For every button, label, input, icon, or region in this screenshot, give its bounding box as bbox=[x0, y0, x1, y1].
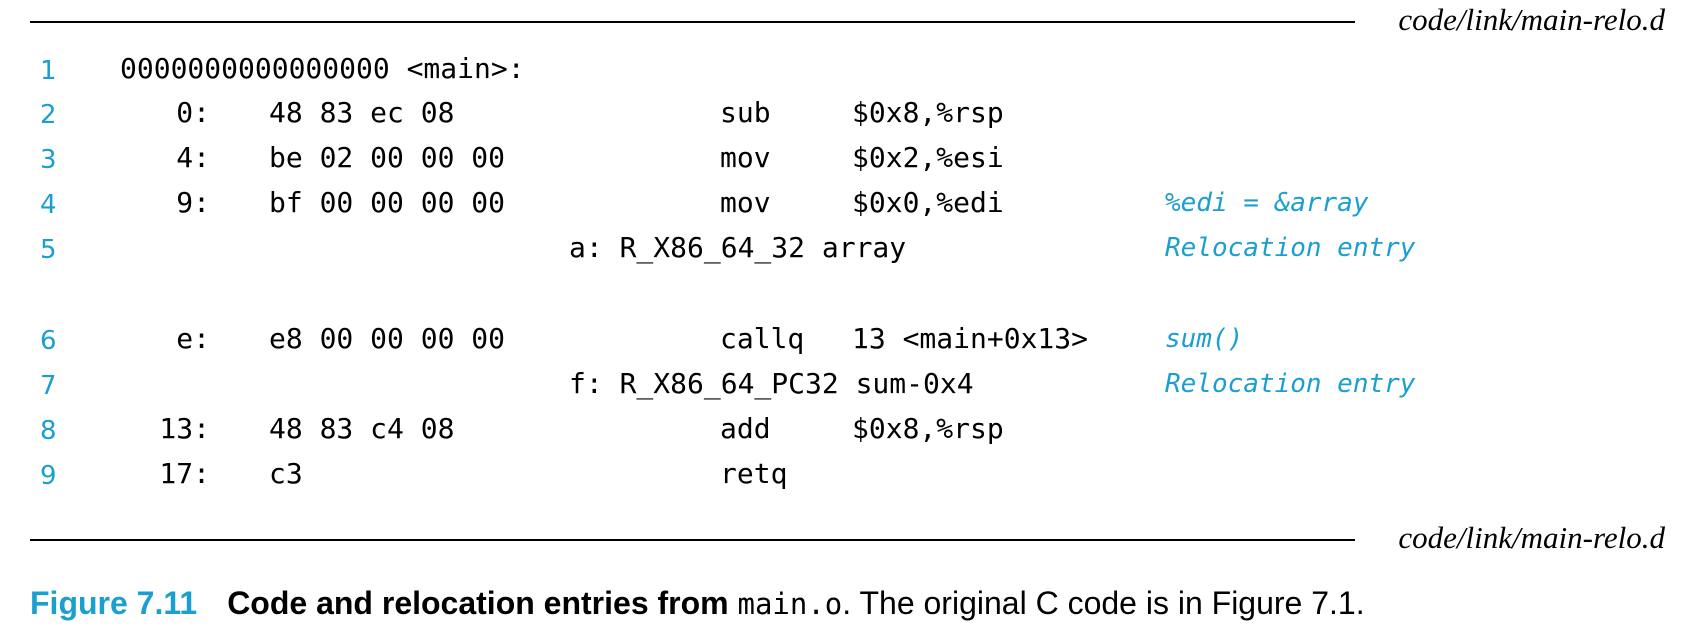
instruction-operands: $0x8,%rsp bbox=[852, 96, 1004, 129]
code-line-4: 4 9: bf 00 00 00 00 mov $0x0,%edi %edi =… bbox=[0, 186, 1688, 230]
instruction-operands: $0x2,%esi bbox=[852, 141, 1004, 174]
instruction-opcode: callq bbox=[720, 322, 805, 355]
footer-rule: code/link/main-relo.d bbox=[30, 518, 1665, 558]
instruction-bytes: 48 83 ec 08 bbox=[269, 96, 455, 129]
code-comment: %edi = &array bbox=[1165, 188, 1369, 218]
code-comment: Relocation entry bbox=[1165, 233, 1416, 263]
instruction-address: e: bbox=[176, 322, 210, 355]
line-number: 5 bbox=[40, 235, 57, 265]
header-filename: code/link/main-relo.d bbox=[1398, 2, 1665, 37]
line-number: 4 bbox=[40, 190, 57, 220]
relocation-entry-text: a: R_X86_64_32 array bbox=[569, 231, 907, 264]
instruction-operands: 13 <main+0x13> bbox=[852, 322, 1089, 355]
code-comment: Relocation entry bbox=[1165, 369, 1416, 399]
code-line-9: 9 17: c3 retq bbox=[0, 457, 1688, 501]
instruction-address: 13: bbox=[159, 412, 210, 445]
line-number: 8 bbox=[40, 416, 57, 446]
code-comment: sum() bbox=[1165, 324, 1244, 354]
instruction-bytes: bf 00 00 00 00 bbox=[269, 186, 506, 219]
code-line-8: 8 13: 48 83 c4 08 add $0x8,%rsp bbox=[0, 412, 1688, 456]
code-line-3: 3 4: be 02 00 00 00 mov $0x2,%esi bbox=[0, 141, 1688, 185]
header-rule-line bbox=[30, 21, 1355, 23]
caption-bold-text: Code and relocation entries from bbox=[227, 585, 738, 621]
function-header: 0000000000000000 <main>: bbox=[120, 52, 525, 85]
footer-filename: code/link/main-relo.d bbox=[1398, 520, 1665, 555]
code-line-2: 2 0: 48 83 ec 08 sub $0x8,%rsp bbox=[0, 96, 1688, 140]
instruction-bytes: be 02 00 00 00 bbox=[269, 141, 506, 174]
code-line-7: 7 f: R_X86_64_PC32 sum-0x4 Relocation en… bbox=[0, 367, 1688, 411]
footer-rule-line bbox=[30, 539, 1355, 541]
code-line-5: 5 a: R_X86_64_32 array Relocation entry bbox=[0, 231, 1688, 275]
line-number: 7 bbox=[40, 371, 57, 401]
instruction-bytes: c3 bbox=[269, 457, 303, 490]
caption-rest: . The original C code is in Figure 7.1. bbox=[842, 585, 1365, 621]
instruction-opcode: sub bbox=[720, 96, 771, 129]
instruction-address: 0: bbox=[176, 96, 210, 129]
caption-code: main.o bbox=[737, 587, 843, 621]
instruction-opcode: mov bbox=[720, 141, 771, 174]
code-line-1: 1 0000000000000000 <main>: bbox=[0, 52, 1688, 96]
instruction-bytes: e8 00 00 00 00 bbox=[269, 322, 506, 355]
instruction-bytes: 48 83 c4 08 bbox=[269, 412, 455, 445]
instruction-operands: $0x8,%rsp bbox=[852, 412, 1004, 445]
instruction-opcode: add bbox=[720, 412, 771, 445]
figure-caption: Figure 7.11 Code and relocation entries f… bbox=[30, 585, 1365, 622]
code-line-6: 6 e: e8 00 00 00 00 callq 13 <main+0x13>… bbox=[0, 322, 1688, 366]
line-number: 3 bbox=[40, 145, 57, 175]
instruction-address: 9: bbox=[176, 186, 210, 219]
instruction-address: 17: bbox=[159, 457, 210, 490]
instruction-opcode: mov bbox=[720, 186, 771, 219]
line-number: 6 bbox=[40, 326, 57, 356]
line-number: 9 bbox=[40, 461, 57, 491]
relocation-entry-text: f: R_X86_64_PC32 sum-0x4 bbox=[569, 367, 974, 400]
line-number: 2 bbox=[40, 100, 57, 130]
instruction-operands: $0x0,%edi bbox=[852, 186, 1004, 219]
instruction-address: 4: bbox=[176, 141, 210, 174]
line-number: 1 bbox=[40, 56, 57, 86]
figure-number: Figure 7.11 bbox=[30, 585, 198, 621]
instruction-opcode: retq bbox=[720, 457, 788, 490]
header-rule: code/link/main-relo.d bbox=[30, 0, 1665, 40]
